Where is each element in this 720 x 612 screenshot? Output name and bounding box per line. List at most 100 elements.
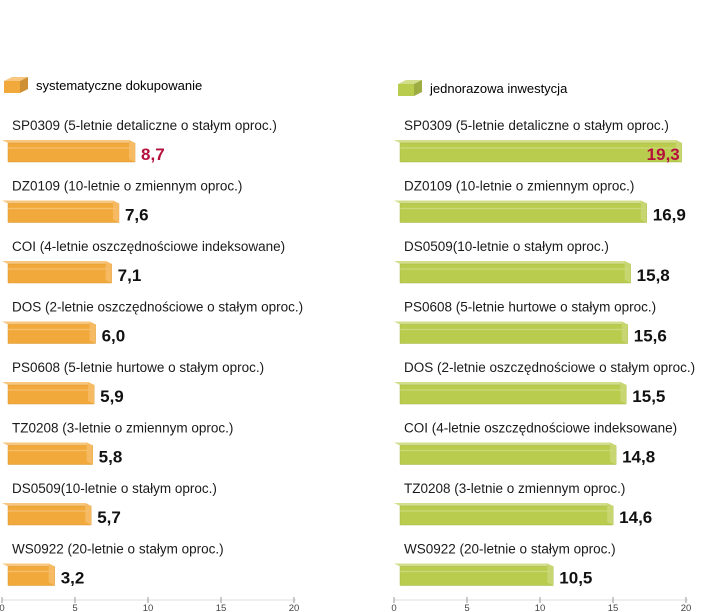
x-tick-label: 0 [391,603,396,612]
x-tick-label: 20 [289,603,300,612]
x-tick-label: 20 [681,603,692,612]
category-label: DOS (2-letnie oszczędnościowe o stałym o… [404,360,695,375]
bar [7,203,120,223]
bar [399,263,631,284]
x-tick-label: 10 [535,603,546,612]
data-label: 14,6 [619,508,652,527]
bar [399,445,617,465]
x-tick-label: 5 [464,603,469,612]
data-label: 15,8 [637,266,670,285]
legend-box-front [398,84,414,96]
data-label: 5,9 [100,387,124,406]
bar-end [89,321,96,344]
bar-top [394,261,631,264]
data-label: 8,7 [141,145,165,164]
category-label: WS0922 (20-letnie o stałym oproc.) [404,542,616,557]
bar-end [112,200,119,223]
category-label: SP0309 (5-letnie detaliczne o stałym opr… [404,118,669,133]
bar-end [621,321,628,344]
bar [7,505,92,526]
bar-end [86,442,93,465]
bar [7,566,55,586]
bar [399,566,554,586]
bar [399,384,627,405]
bar-top [2,382,95,385]
data-label: 15,6 [634,327,667,346]
bar [399,505,614,526]
bar-end [547,563,554,586]
data-label: 10,5 [559,569,592,588]
category-label: PS0608 (5-letnie hurtowe o stałym oproc.… [404,300,656,315]
x-tick-label: 5 [72,603,77,612]
bar-end [85,503,92,525]
x-tick-label: 0 [0,603,5,612]
x-tick-label: 10 [143,603,154,612]
bar-end [105,261,112,283]
bar-top [394,503,614,506]
data-label: 14,8 [622,448,655,467]
category-label: TZ0208 (3-letnie o zmiennym oproc.) [12,421,233,436]
bar-end [610,442,617,465]
data-label: 6,0 [102,327,126,346]
x-tick-label: 15 [216,603,227,612]
data-label: 15,5 [632,387,665,406]
bar-top [2,503,92,506]
data-label: 7,1 [118,266,142,285]
category-label: DS0509(10-letnie o stałym oproc.) [12,481,217,496]
bar-end [620,382,627,404]
category-label: COI (4-letnie oszczędnościowe indeksowan… [404,421,677,436]
data-label: 3,2 [61,569,85,588]
data-label: 5,7 [97,508,121,527]
data-label: 19,3 [647,145,680,164]
category-label: DS0509(10-letnie o stałym oproc.) [404,239,609,254]
bar-top [2,442,93,446]
bar-end [640,200,647,223]
category-label: COI (4-letnie oszczędnościowe indeksowan… [12,239,285,254]
bar-end [48,563,55,586]
bar-top [394,321,628,325]
bar-top [394,442,617,446]
data-label: 16,9 [653,206,686,225]
bar [399,142,683,163]
bar-top [394,563,554,567]
bar-top [2,140,136,143]
category-label: DZ0109 (10-letnie o zmiennym oproc.) [404,179,634,194]
bar-top [2,321,96,325]
bar [399,203,647,223]
bar-end [675,140,682,162]
panel-2: jednorazowa inwestycja SP0309 (5-letnie d… [391,80,695,612]
category-label: WS0922 (20-letnie o stałym oproc.) [12,542,224,557]
category-label: PS0608 (5-letnie hurtowe o stałym oproc.… [12,360,264,375]
bar-end [624,261,631,283]
bar-end [129,140,136,162]
legend-box-front [4,81,20,93]
bar-top [394,140,682,143]
category-label: SP0309 (5-letnie detaliczne o stałym opr… [12,118,277,133]
legend-label: jednorazowa inwestycja [429,81,568,96]
category-label: DOS (2-letnie oszczędnościowe o stałym o… [12,300,303,315]
panel-1: systematyczne dokupowanie SP0309 (5-letni… [0,77,303,612]
data-label: 5,8 [99,448,123,467]
bar [7,445,93,465]
bar [399,324,629,344]
category-label: TZ0208 (3-letnie o zmiennym oproc.) [404,481,625,496]
bar-end [88,382,95,404]
legend-box-side [414,80,422,96]
bar-top [394,200,647,204]
bar [7,142,136,163]
bar [7,324,96,344]
bar-top [394,382,627,385]
legend-label: systematyczne dokupowanie [36,78,202,93]
bar-top [2,261,112,264]
bar [7,384,95,405]
bar-top [2,563,55,567]
bar-end [607,503,614,525]
bar [7,263,112,284]
x-tick-label: 15 [608,603,619,612]
category-label: DZ0109 (10-letnie o zmiennym oproc.) [12,179,242,194]
bar-top [2,200,119,204]
data-label: 7,6 [125,206,149,225]
legend-box-side [20,77,28,93]
